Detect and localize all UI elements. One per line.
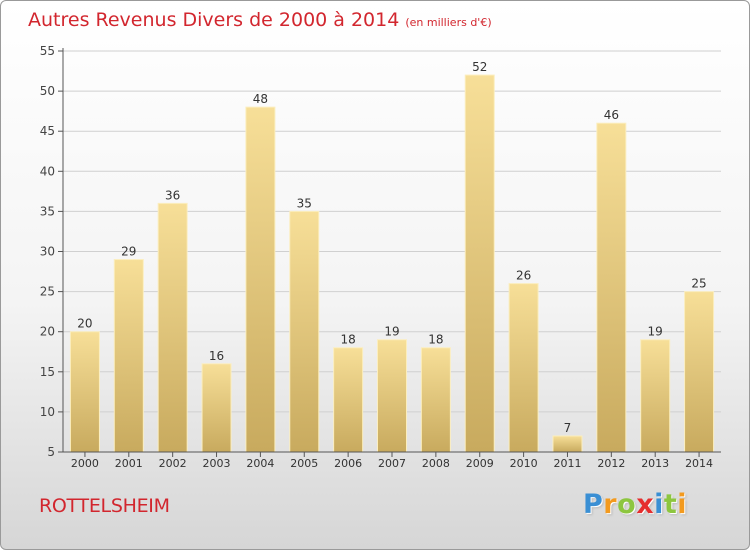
x-tick-label: 2006: [334, 457, 362, 470]
y-tick-label: 25: [40, 285, 55, 299]
bar: [508, 283, 539, 453]
data-label: 52: [472, 60, 487, 74]
bar: [684, 291, 715, 453]
title-unit: (en milliers d'€): [405, 16, 492, 29]
y-tick-label: 55: [40, 44, 55, 58]
y-tick-label: 40: [40, 164, 55, 178]
y-tick-label: 35: [40, 204, 55, 218]
bar: [377, 339, 407, 453]
logo-letter: x: [636, 489, 655, 520]
data-label: 26: [516, 269, 531, 283]
x-tick-label: 2013: [641, 457, 669, 470]
commune-name: ROTTELSHEIM: [39, 495, 170, 517]
title-text: Autres Revenus Divers de 2000 à 2014: [28, 9, 400, 31]
data-label: 18: [428, 333, 443, 347]
x-tick-label: 2010: [510, 457, 538, 470]
data-label: 25: [691, 277, 706, 291]
y-tick-label: 10: [40, 405, 55, 419]
logo-letter: i: [654, 489, 664, 520]
y-tick-label: 15: [40, 365, 55, 379]
x-tick-label: 2004: [246, 457, 274, 470]
axes: 5 10 15 20 25 30 35 40 45 50 55 2000 2001 2002 2003 200…: [40, 44, 721, 470]
x-tick-label: 2014: [685, 457, 713, 470]
data-label: 20: [77, 317, 92, 331]
data-label: 35: [297, 196, 312, 210]
bar: [333, 347, 364, 453]
bar: [201, 363, 232, 453]
x-tick-label: 2011: [553, 457, 581, 470]
bar: [640, 339, 671, 453]
data-label: 7: [564, 421, 572, 435]
x-tick-label: 2007: [378, 457, 406, 470]
bar: [245, 106, 276, 453]
data-label: 19: [384, 325, 399, 339]
logo-letter: r: [603, 489, 618, 520]
data-label: 36: [165, 188, 180, 202]
logo-letter: t: [663, 489, 678, 520]
logo-letter: P: [583, 489, 604, 520]
data-label: 18: [340, 333, 355, 347]
x-tick-label: 2012: [597, 457, 625, 470]
data-label: 48: [253, 92, 268, 106]
data-label: 46: [604, 108, 619, 122]
bars: 20 29 36 16 48 35 18 19 18 52 26 7 46 19 25: [69, 60, 715, 453]
x-tick-label: 2003: [203, 457, 231, 470]
proxiti-logo[interactable]: Proxiti: [583, 489, 687, 520]
x-tick-label: 2001: [115, 457, 143, 470]
chart-title: Autres Revenus Divers de 2000 à 2014 (en …: [28, 9, 492, 31]
x-tick-label: 2008: [422, 457, 450, 470]
bar: [552, 435, 583, 453]
y-tick-label: 45: [40, 124, 55, 138]
y-tick-label: 20: [40, 325, 55, 339]
bar: [69, 331, 100, 453]
y-tick-label: 50: [40, 84, 55, 98]
logo-letter: i: [677, 489, 688, 520]
x-tick-label: 2002: [159, 457, 187, 470]
data-label: 19: [648, 325, 663, 339]
x-tick-label: 2009: [466, 457, 494, 470]
x-tick-label: 2000: [71, 457, 99, 470]
bar: [420, 347, 451, 453]
bar: [289, 210, 320, 453]
x-tick-label: 2005: [290, 457, 318, 470]
bar: [157, 202, 188, 453]
bar: [464, 74, 495, 453]
y-tick-label: 5: [47, 445, 55, 459]
bar: [596, 122, 627, 453]
data-label: 16: [209, 349, 224, 363]
y-tick-label: 30: [40, 245, 55, 259]
logo-letter: o: [617, 489, 637, 520]
data-label: 29: [121, 245, 136, 259]
bar: [113, 259, 144, 453]
